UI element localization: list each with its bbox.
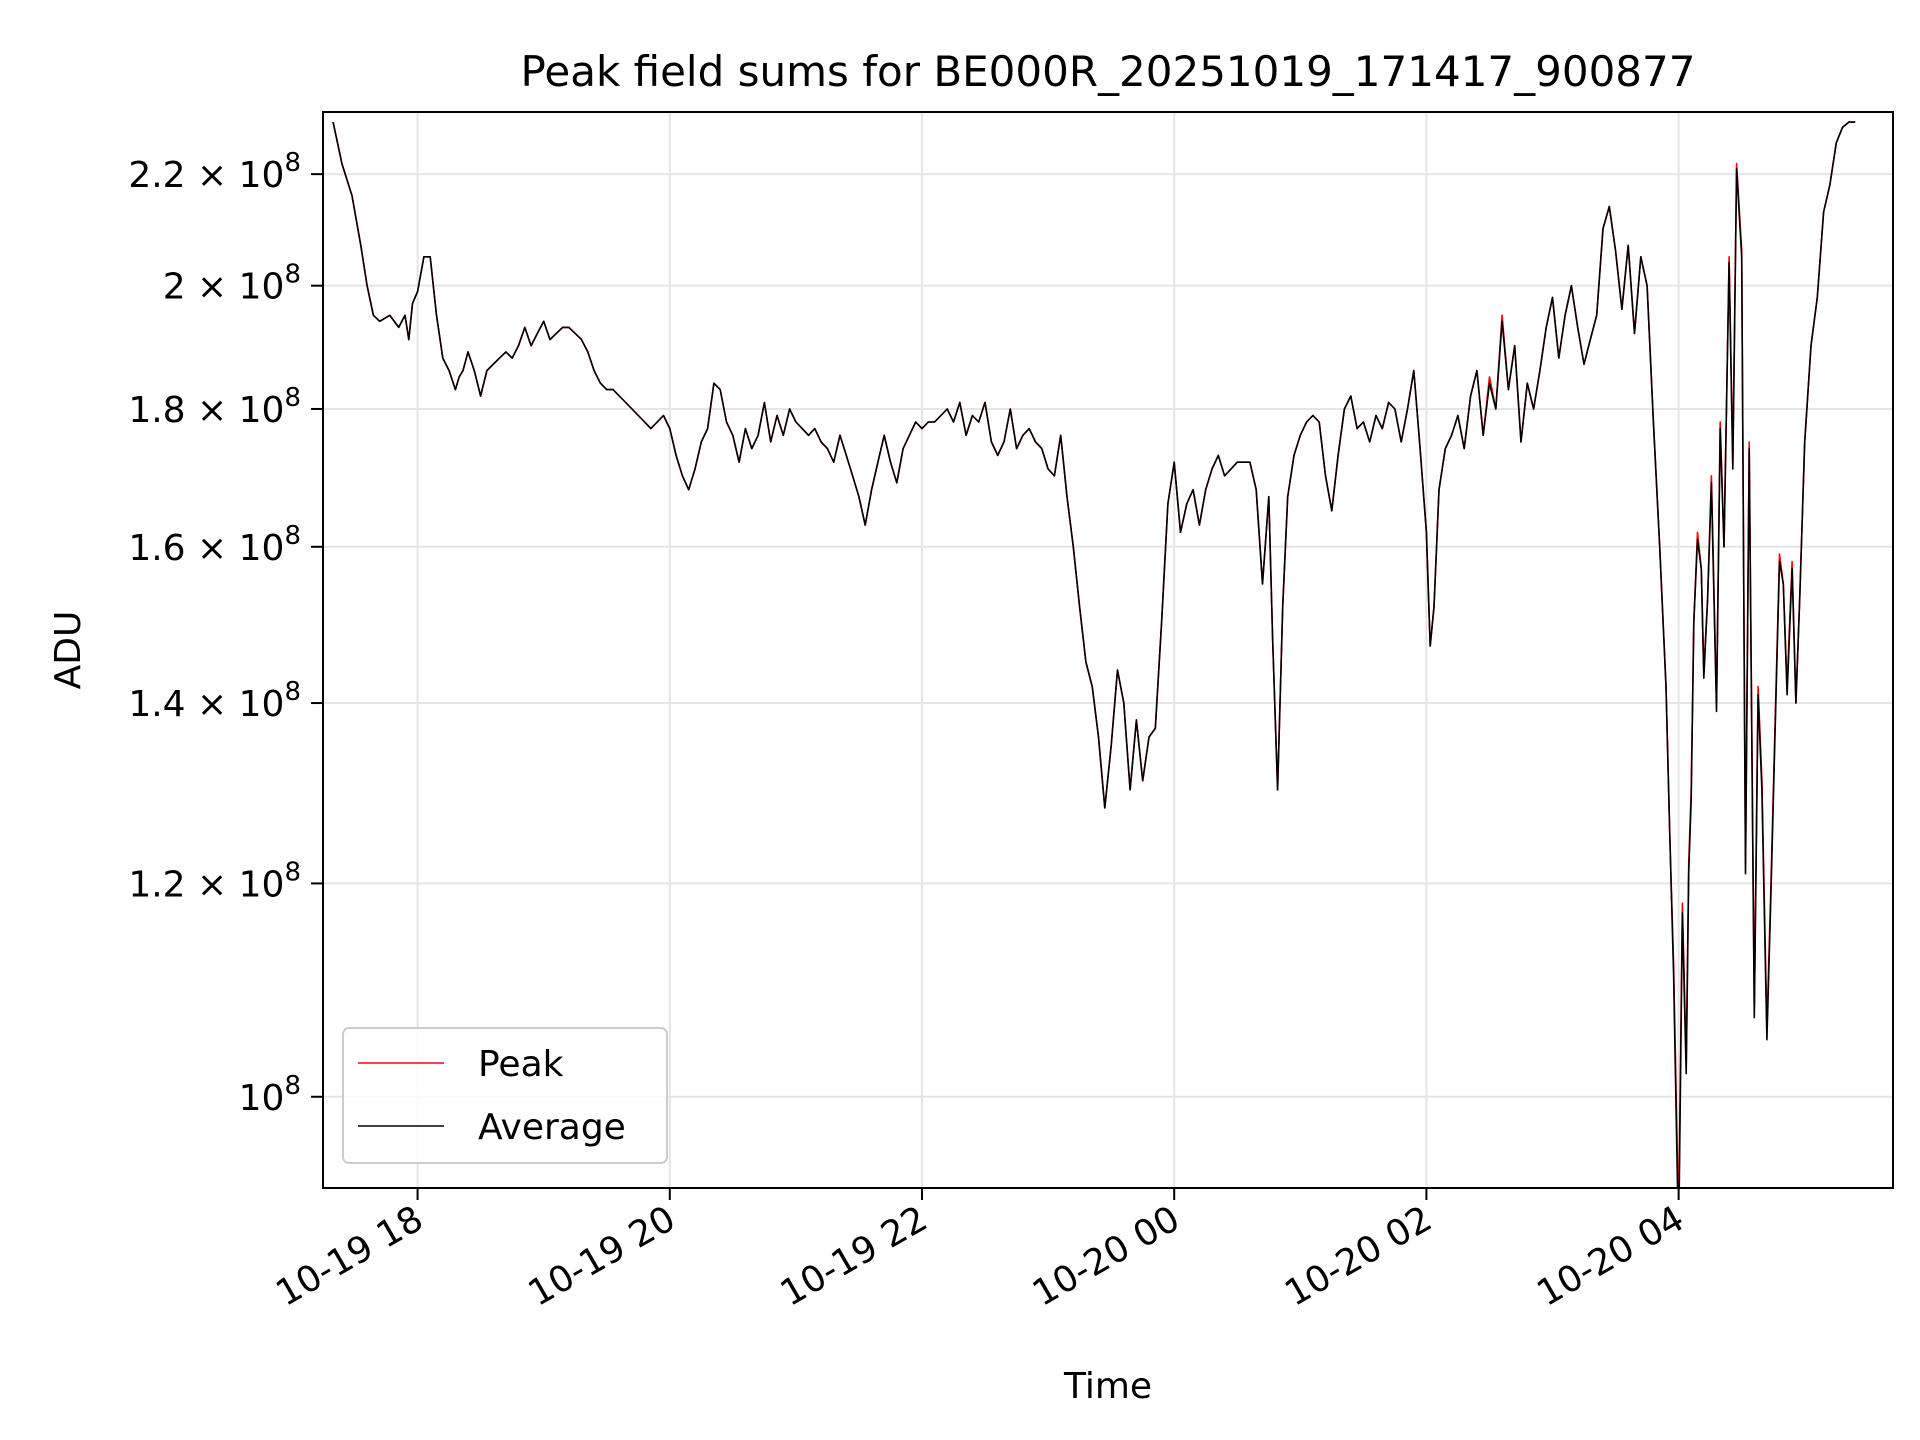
grid (323, 112, 1893, 1188)
chart-title: Peak field sums for BE000R_20251019_1714… (521, 47, 1696, 96)
y-tick-label-5: 2 × 108 (163, 260, 301, 308)
legend: Peak Average (342, 1027, 668, 1164)
y-tick-label-2: 1.4 × 108 (128, 677, 301, 725)
series-line-average (332, 121, 1856, 1188)
y-tick-label-4: 1.8 × 108 (128, 383, 301, 431)
y-axis-label: ADU (48, 611, 89, 690)
legend-average-label: Average (478, 1107, 626, 1148)
plot-frame (322, 111, 1894, 1189)
legend-box (342, 1027, 668, 1164)
y-axis: 108 1.2 × 108 1.4 × 108 1.6 × 108 1.8 × 108 2… (128, 148, 323, 1119)
y-tick-label-1: 1.2 × 108 (128, 857, 301, 905)
x-axis-label: Time (1063, 1366, 1152, 1407)
series-layer (332, 121, 1856, 1188)
y-tick-label-0: 108 (239, 1071, 301, 1119)
y-tick-label-3: 1.6 × 108 (128, 521, 301, 569)
legend-peak-label: Peak (478, 1044, 564, 1085)
y-tick-label-6: 2.2 × 108 (128, 148, 301, 196)
